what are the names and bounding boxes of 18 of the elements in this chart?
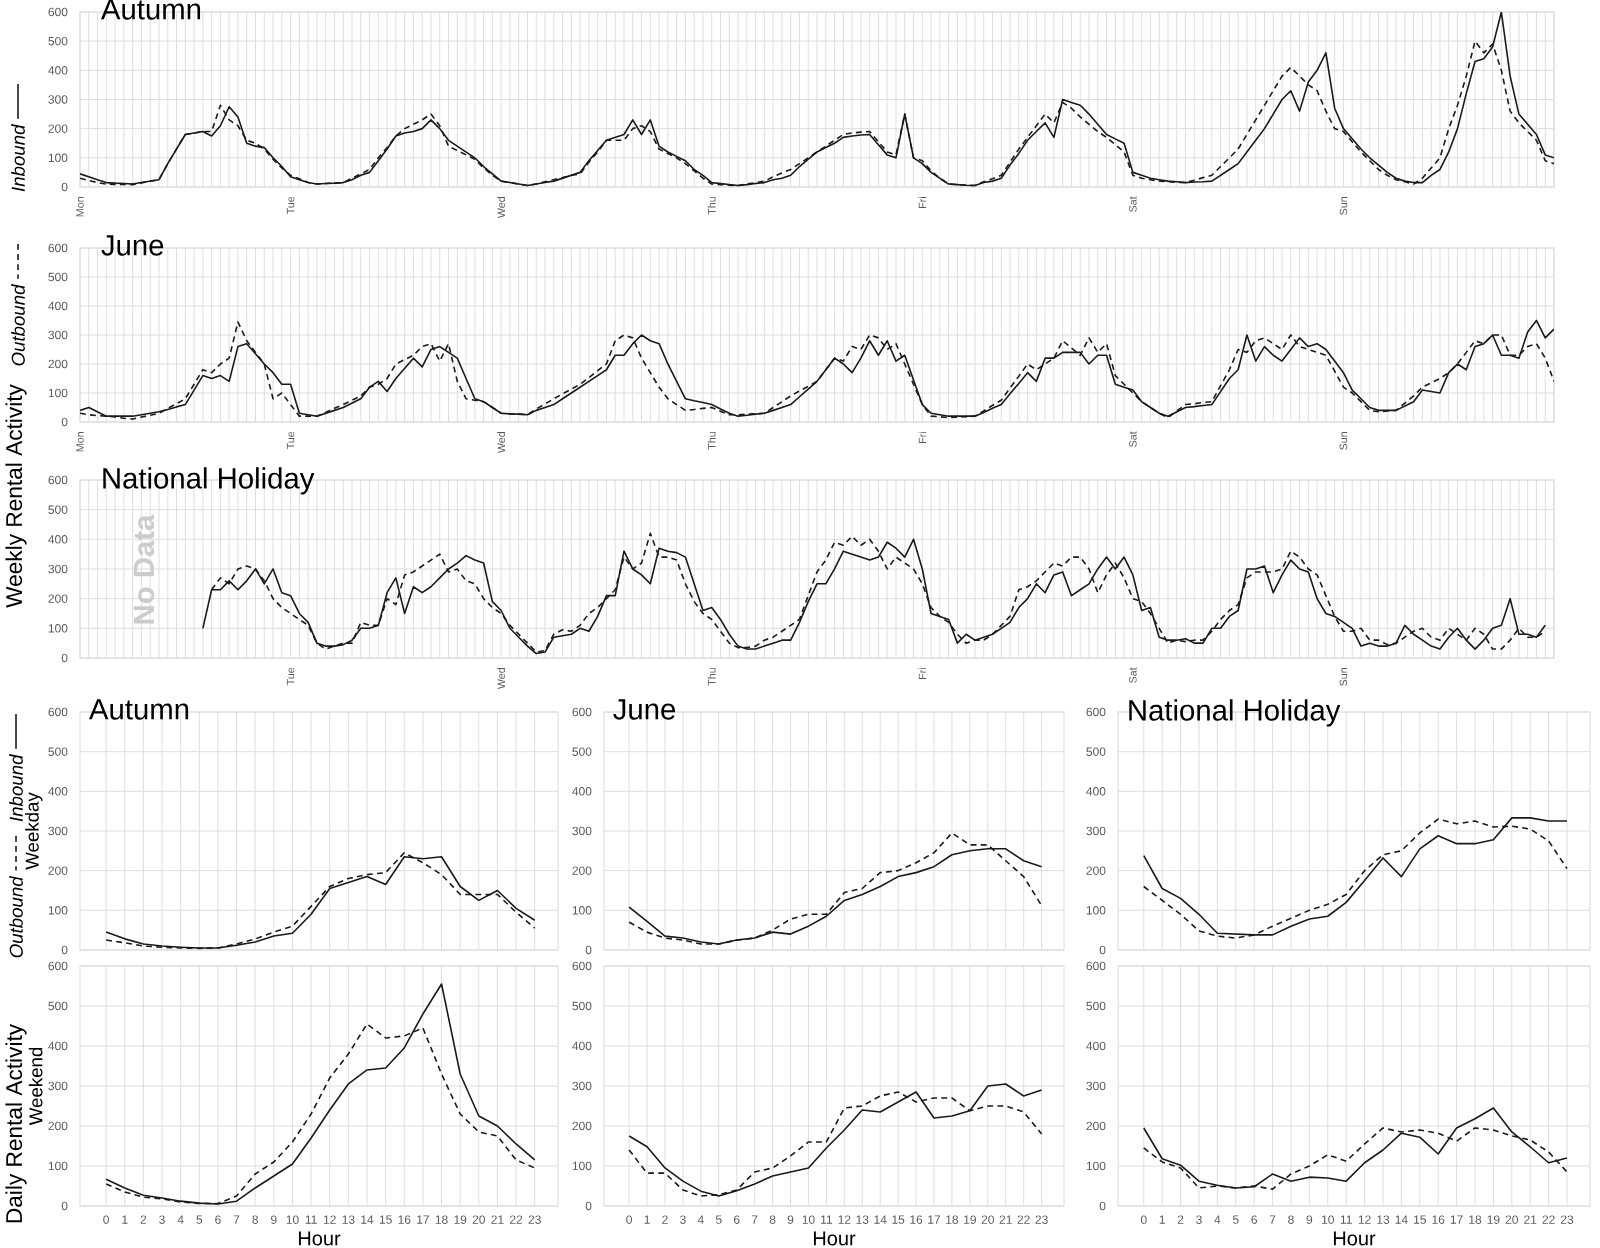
x-axis-title: Hour	[298, 1231, 341, 1246]
text: Outbound	[11, 284, 25, 366]
legend-label: Outbound	[9, 875, 23, 958]
text: Weekly Rental Activity	[5, 384, 27, 608]
chart-title: Autumn	[100, 0, 201, 20]
y-axis-title: Weekday	[25, 792, 43, 870]
chart-title: Autumn	[88, 699, 189, 720]
y-axis-title: Weekend	[28, 1047, 43, 1126]
text: Daily Rental Activity	[5, 1023, 27, 1223]
chart-title: National Holiday	[103, 467, 315, 495]
line-series	[1142, 1107, 1568, 1189]
chart-title: National Holiday	[1129, 699, 1341, 727]
x-axis-title: Hour	[813, 1231, 856, 1246]
chart-title: June	[613, 699, 676, 720]
legend-label: Inbound	[11, 124, 25, 192]
x-axis-title: Hour	[1333, 1231, 1376, 1246]
legend-label: Inbound	[9, 754, 23, 822]
chart-title: June	[101, 235, 164, 256]
